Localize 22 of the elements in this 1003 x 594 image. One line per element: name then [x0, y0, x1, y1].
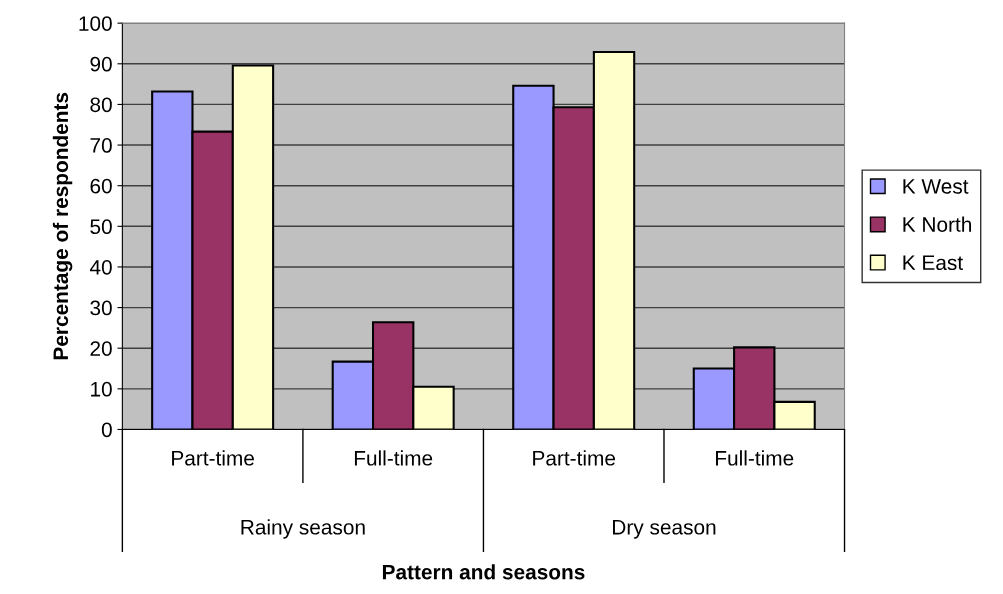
y-tick-label: 100	[79, 16, 112, 31]
x-tick-label: Part-time	[172, 450, 254, 466]
y-tick-label: 90	[90, 56, 112, 72]
y-tick-label: 30	[90, 300, 112, 316]
legend-label: K West	[903, 179, 969, 194]
legend-label: K North	[903, 216, 972, 232]
y-tick-label: 0	[101, 422, 112, 438]
y-tick-label: 50	[90, 219, 112, 235]
x-tick-label: Full-time	[354, 450, 433, 466]
y-tick-label: 40	[89, 259, 112, 275]
text: Dry season	[613, 520, 716, 539]
y-axis-title: Percentage of respondents	[52, 92, 73, 360]
x-tick-label: Full-time	[716, 450, 794, 466]
x-tick-label: Part-time	[533, 450, 616, 466]
x-axis-title: Pattern and seasons	[382, 564, 585, 580]
y-tick-label: 20	[90, 341, 112, 356]
text: Rainy season	[241, 519, 365, 539]
y-tick-label: 10	[91, 381, 112, 397]
y-tick-label: 70	[90, 138, 112, 153]
legend-label: K East	[903, 255, 963, 271]
y-tick-label: 80	[90, 97, 112, 113]
y-tick-label: 60	[90, 178, 112, 194]
